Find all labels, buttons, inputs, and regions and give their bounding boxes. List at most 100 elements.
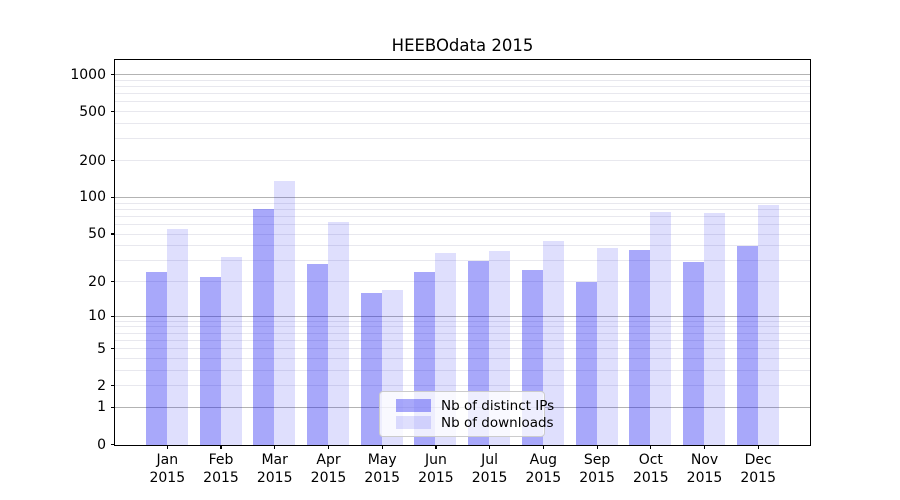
x-tick-mark bbox=[166, 444, 168, 449]
bar-ips-oct bbox=[629, 249, 651, 445]
x-tick-mark bbox=[435, 444, 437, 449]
gridline-minor bbox=[114, 215, 810, 217]
x-tick-label-jul: Jul 2015 bbox=[471, 452, 508, 486]
x-tick-label-aug: Aug 2015 bbox=[525, 452, 562, 486]
gridline-minor bbox=[114, 86, 810, 87]
y-tick-label: 1 bbox=[97, 399, 106, 416]
bar-downloads-apr bbox=[328, 221, 349, 445]
x-tick-mark bbox=[650, 444, 652, 449]
gridline-minor bbox=[114, 208, 810, 210]
gridline-minor bbox=[114, 281, 810, 282]
gridline-major bbox=[114, 74, 810, 75]
legend: Nb of distinct IPs Nb of downloads bbox=[379, 391, 554, 437]
x-tick-mark bbox=[274, 444, 276, 449]
bar-ips-feb bbox=[199, 276, 221, 445]
x-tick-mark bbox=[327, 444, 330, 449]
bar-downloads-sep bbox=[596, 248, 618, 445]
y-tick-label: 10 bbox=[88, 308, 106, 325]
gridline-minor bbox=[114, 260, 810, 262]
y-tick-mark bbox=[110, 280, 115, 283]
gridline-minor bbox=[114, 111, 810, 113]
x-tick-mark bbox=[596, 444, 598, 449]
gridline-minor bbox=[114, 101, 810, 103]
x-tick-label-mar: Mar 2015 bbox=[256, 452, 293, 486]
bar-downloads-aug bbox=[542, 240, 564, 445]
x-tick-mark bbox=[489, 444, 491, 449]
x-tick-label-nov: Nov 2015 bbox=[686, 452, 723, 486]
gridline-minor bbox=[114, 79, 810, 81]
y-tick-mark bbox=[110, 233, 115, 235]
y-tick-label: 1000 bbox=[70, 66, 106, 83]
bar-downloads-nov bbox=[704, 212, 725, 445]
y-tick-label: 100 bbox=[79, 189, 106, 206]
x-tick-label-sep: Sep 2015 bbox=[579, 452, 615, 486]
gridline-minor bbox=[114, 326, 810, 328]
bar-ips-apr bbox=[307, 264, 328, 445]
gridline-minor bbox=[114, 138, 810, 140]
legend-item-downloads: Nb of downloads bbox=[396, 414, 554, 431]
x-tick-mark bbox=[703, 444, 706, 449]
bar-ips-nov bbox=[683, 262, 704, 445]
gridline-minor bbox=[114, 339, 810, 341]
y-tick-label: 200 bbox=[79, 152, 106, 169]
x-tick-mark bbox=[757, 444, 759, 449]
gridline-major bbox=[114, 315, 810, 317]
gridline-minor bbox=[114, 348, 810, 350]
gridline-minor bbox=[114, 123, 810, 124]
legend-swatch-distinct-ips bbox=[396, 399, 431, 412]
gridline-major bbox=[114, 196, 810, 198]
bar-ips-may bbox=[360, 292, 382, 445]
chart-title: HEEBOdata 2015 bbox=[391, 36, 534, 55]
bar-ips-dec bbox=[736, 245, 758, 445]
x-tick-label-may: May 2015 bbox=[364, 452, 400, 486]
bar-downloads-feb bbox=[220, 257, 242, 445]
bar-downloads-dec bbox=[757, 205, 779, 445]
y-tick-mark bbox=[110, 315, 115, 317]
y-tick-mark bbox=[110, 406, 115, 409]
x-tick-mark bbox=[220, 444, 222, 449]
y-tick-label: 2 bbox=[97, 377, 106, 394]
x-tick-label-jan: Jan 2015 bbox=[149, 452, 186, 486]
bar-downloads-jan bbox=[166, 228, 188, 445]
x-tick-label-oct: Oct 2015 bbox=[632, 452, 669, 486]
gridline-minor bbox=[114, 233, 810, 235]
x-tick-mark bbox=[381, 444, 383, 449]
plot-area bbox=[113, 59, 811, 446]
y-tick-mark bbox=[110, 111, 115, 113]
bar-ips-mar bbox=[253, 209, 275, 445]
gridline-minor bbox=[114, 223, 810, 225]
y-tick-mark bbox=[110, 196, 115, 199]
bar-downloads-oct bbox=[650, 211, 672, 445]
gridline-minor bbox=[114, 160, 810, 161]
y-tick-label: 0 bbox=[97, 436, 106, 453]
gridline-minor bbox=[114, 202, 810, 204]
x-tick-label-feb: Feb 2015 bbox=[203, 452, 239, 486]
gridline-minor bbox=[114, 385, 810, 387]
gridline-minor bbox=[114, 369, 810, 371]
y-tick-mark bbox=[110, 73, 115, 76]
gridline-minor bbox=[114, 93, 810, 95]
y-tick-mark bbox=[110, 385, 115, 387]
bar-ips-sep bbox=[575, 281, 597, 445]
y-tick-mark bbox=[110, 159, 115, 162]
gridline-minor bbox=[114, 357, 810, 359]
bar-downloads-mar bbox=[274, 181, 296, 445]
y-tick-mark bbox=[110, 443, 115, 446]
y-tick-mark bbox=[110, 348, 115, 350]
bar-ips-jan bbox=[145, 272, 167, 445]
x-tick-label-dec: Dec 2015 bbox=[740, 452, 776, 486]
x-tick-label-apr: Apr 2015 bbox=[310, 452, 347, 486]
y-tick-label: 50 bbox=[88, 226, 106, 242]
legend-swatch-downloads bbox=[396, 416, 431, 429]
y-tick-label: 5 bbox=[97, 340, 106, 357]
gridline-minor bbox=[114, 320, 810, 322]
y-tick-label: 500 bbox=[79, 103, 106, 120]
legend-label-downloads: Nb of downloads bbox=[441, 414, 554, 431]
y-tick-label: 20 bbox=[88, 273, 106, 290]
x-tick-label-jun: Jun 2015 bbox=[418, 452, 454, 486]
legend-label-distinct-ips: Nb of distinct IPs bbox=[441, 397, 555, 414]
x-tick-mark bbox=[542, 444, 544, 449]
gridline-minor bbox=[114, 245, 810, 247]
legend-item-distinct-ips: Nb of distinct IPs bbox=[396, 397, 554, 414]
